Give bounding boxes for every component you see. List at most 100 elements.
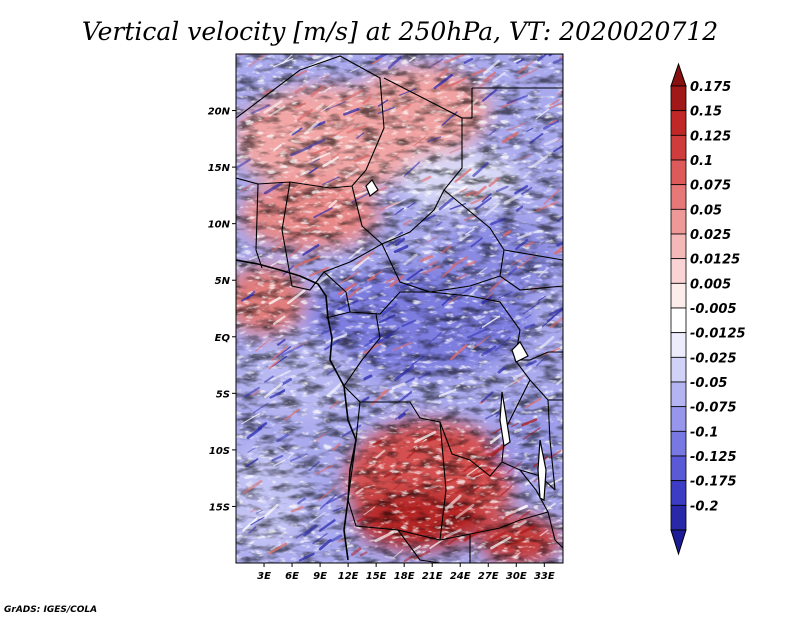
field-streak: [248, 526, 257, 534]
colorbar-swatch: [670, 455, 687, 482]
colorbar-label: 0.05: [690, 203, 722, 218]
field-streak: [513, 58, 522, 63]
field-streak: [354, 190, 368, 198]
field-streak: [557, 215, 563, 223]
grads-credit: GrADS: IGES/COLA: [4, 605, 97, 615]
field-streak: [413, 136, 427, 147]
field-streak: [242, 479, 263, 494]
field-streak: [416, 434, 440, 448]
field-streak: [407, 201, 416, 209]
lon-tick-label: 9E: [313, 571, 327, 582]
field-streak: [268, 105, 286, 117]
field-streak: [347, 287, 361, 299]
field-streak: [494, 336, 511, 352]
field-streak: [394, 207, 405, 216]
field-streak: [431, 59, 442, 68]
field-streak: [464, 214, 477, 221]
field-streak: [255, 509, 264, 514]
field-streak: [506, 122, 526, 132]
field-streak: [262, 503, 279, 519]
field-streak: [524, 240, 535, 248]
colorbar-bottom-arrow: [670, 529, 687, 556]
field-streak: [395, 237, 406, 247]
field-streak: [255, 338, 271, 352]
field-streak: [474, 196, 492, 211]
field-streak: [403, 555, 413, 563]
field-streak: [481, 315, 501, 328]
field-streak: [556, 377, 563, 386]
field-streak: [243, 386, 260, 398]
field-streak: [245, 458, 259, 468]
map-panel: [236, 54, 563, 563]
field-streak: [340, 271, 360, 284]
field-streak: [281, 183, 302, 195]
field-streak: [466, 260, 477, 267]
lon-tick-label: 12E: [338, 571, 359, 582]
field-streak: [463, 99, 478, 112]
field-streak: [555, 136, 563, 143]
field-streak: [484, 292, 494, 301]
field-streak: [506, 94, 529, 105]
field-streak: [350, 547, 362, 557]
lat-tick-label: 20N: [208, 107, 231, 118]
field-streak: [356, 515, 368, 523]
field-streak: [363, 506, 376, 516]
field-streak: [250, 516, 265, 526]
field-streak: [319, 494, 337, 510]
field-streak: [282, 265, 295, 276]
field-streak: [518, 154, 532, 161]
field-streak: [521, 274, 531, 280]
colorbar-label: -0.05: [690, 376, 727, 391]
field-streak: [543, 138, 559, 146]
field-streak: [332, 443, 341, 451]
lon-tick-label: 3E: [257, 571, 271, 582]
field-streak: [449, 145, 466, 154]
field-streak: [484, 202, 500, 217]
field-streak: [428, 260, 438, 267]
colorbar-swatch: [670, 381, 687, 408]
field-streak: [501, 131, 519, 144]
colorbar-label: 0.0125: [690, 253, 740, 268]
field-streak: [447, 295, 460, 304]
field-streak: [321, 327, 335, 335]
field-streak: [399, 88, 417, 96]
lon-tick-label: 24E: [450, 571, 471, 582]
field-streak: [480, 391, 494, 403]
field-streak: [384, 482, 402, 498]
field-streak: [238, 114, 254, 123]
field-streak: [553, 245, 563, 255]
field-streak: [381, 302, 398, 316]
field-streak: [515, 205, 524, 212]
field-streak: [548, 102, 563, 110]
colorbar-label: 0.075: [690, 179, 731, 194]
field-streak: [346, 124, 367, 134]
field-streak: [372, 439, 382, 446]
field-streak: [337, 538, 346, 543]
field-streak: [403, 253, 418, 265]
field-streak: [375, 449, 386, 459]
field-streak: [482, 71, 496, 83]
field-streak: [280, 377, 292, 386]
lat-tick-label: 5N: [215, 276, 231, 287]
field-streak: [531, 155, 549, 168]
colorbar-label: -0.025: [690, 351, 737, 366]
lat-tick-label: EQ: [215, 333, 231, 344]
field-streak: [290, 340, 309, 350]
field-streak: [248, 54, 267, 67]
field-streak: [512, 367, 532, 380]
field-streak: [441, 294, 455, 306]
field-streak: [374, 531, 394, 543]
field-streak: [268, 296, 281, 305]
lon-tick-label: 18E: [394, 571, 415, 582]
field-streak: [516, 66, 528, 74]
field-streak: [385, 237, 402, 248]
field-streak: [397, 412, 406, 420]
field-streak: [561, 90, 563, 94]
field-streak: [513, 428, 523, 434]
field-streak: [383, 471, 392, 478]
field-streak: [481, 193, 492, 203]
field-streak: [406, 268, 423, 281]
field-streak: [262, 88, 273, 95]
field-streak: [403, 161, 421, 177]
field-streak: [451, 76, 468, 87]
